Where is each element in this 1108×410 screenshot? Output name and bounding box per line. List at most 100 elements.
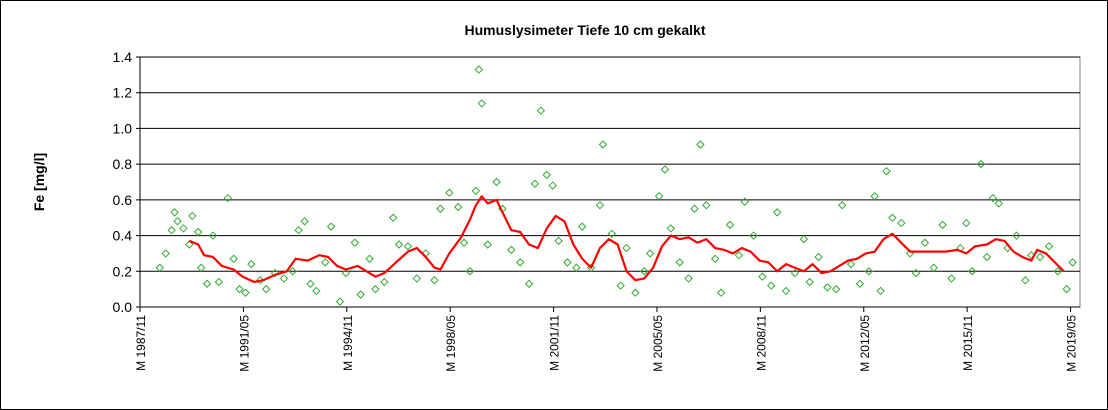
data-point bbox=[235, 284, 244, 294]
data-point bbox=[837, 201, 847, 210]
data-point bbox=[453, 202, 463, 212]
y-tick-label: 1.4 bbox=[113, 49, 133, 65]
data-point bbox=[394, 240, 404, 249]
data-point bbox=[536, 106, 546, 115]
data-point bbox=[631, 288, 640, 297]
data-point bbox=[897, 218, 906, 228]
data-point bbox=[261, 284, 271, 294]
y-tick-label: 0.2 bbox=[113, 263, 133, 279]
data-point bbox=[666, 224, 676, 233]
data-point bbox=[920, 238, 930, 247]
data-point bbox=[436, 204, 445, 213]
x-tick-label: M 1998/05 bbox=[444, 315, 458, 372]
data-point bbox=[306, 279, 315, 288]
data-point bbox=[982, 252, 992, 262]
y-tick-label: 0.8 bbox=[113, 156, 133, 172]
x-tick-label: M 1987/11 bbox=[134, 315, 148, 371]
data-point bbox=[640, 267, 649, 276]
data-point bbox=[202, 279, 212, 288]
data-point bbox=[772, 208, 782, 217]
data-point bbox=[1021, 276, 1030, 285]
data-point bbox=[645, 249, 655, 258]
data-point bbox=[654, 192, 664, 201]
data-point bbox=[1062, 284, 1071, 294]
data-point bbox=[781, 286, 791, 296]
data-point bbox=[710, 254, 720, 263]
data-point bbox=[976, 159, 986, 169]
data-point bbox=[459, 238, 469, 247]
data-point bbox=[356, 290, 365, 299]
data-point bbox=[477, 99, 486, 108]
data-point bbox=[179, 224, 188, 233]
trend-line bbox=[188, 195, 1065, 284]
data-point bbox=[607, 229, 616, 238]
data-point bbox=[548, 181, 557, 190]
data-point bbox=[412, 274, 422, 283]
data-point bbox=[1044, 242, 1054, 251]
data-point bbox=[388, 213, 398, 222]
data-point bbox=[365, 254, 374, 263]
data-point bbox=[702, 201, 711, 210]
data-point bbox=[1035, 252, 1045, 262]
data-point bbox=[530, 179, 540, 188]
data-point bbox=[616, 281, 625, 290]
data-point bbox=[300, 217, 309, 226]
data-point bbox=[279, 274, 289, 283]
x-tick-label: M 1994/11 bbox=[341, 315, 355, 371]
data-point bbox=[572, 263, 581, 272]
data-point bbox=[193, 227, 203, 237]
data-point bbox=[696, 140, 705, 149]
data-point bbox=[749, 231, 758, 240]
y-tick-label: 0.6 bbox=[113, 192, 133, 208]
data-point bbox=[1012, 231, 1021, 240]
data-point bbox=[350, 238, 359, 247]
data-point bbox=[832, 284, 841, 294]
data-point bbox=[465, 267, 475, 276]
data-point bbox=[911, 268, 921, 278]
y-tick-label: 0.0 bbox=[113, 299, 133, 315]
y-tick-label: 1.0 bbox=[113, 120, 133, 136]
data-point bbox=[430, 276, 439, 285]
data-point bbox=[326, 222, 336, 231]
data-point bbox=[660, 165, 670, 174]
data-point bbox=[598, 140, 608, 149]
data-point bbox=[823, 283, 832, 292]
data-point bbox=[962, 218, 971, 228]
data-point bbox=[1053, 267, 1063, 276]
data-point bbox=[524, 279, 534, 288]
data-point bbox=[846, 259, 856, 269]
data-point bbox=[371, 284, 380, 294]
data-point bbox=[814, 252, 823, 262]
data-point bbox=[929, 263, 938, 272]
data-point bbox=[870, 192, 879, 201]
y-tick-label: 1.2 bbox=[113, 85, 133, 101]
data-point bbox=[256, 276, 265, 285]
data-point bbox=[208, 231, 218, 240]
data-point bbox=[471, 186, 481, 196]
data-point bbox=[507, 245, 516, 255]
data-point bbox=[725, 220, 735, 230]
data-point bbox=[740, 197, 749, 206]
data-point bbox=[595, 201, 605, 210]
data-point bbox=[341, 268, 351, 278]
x-tick-label: M 2015/11 bbox=[961, 315, 975, 371]
data-point bbox=[241, 288, 250, 297]
data-point bbox=[188, 211, 197, 221]
data-point bbox=[690, 204, 699, 213]
data-point bbox=[684, 274, 693, 283]
data-point bbox=[196, 263, 206, 272]
data-point bbox=[864, 267, 873, 276]
data-point bbox=[967, 267, 977, 276]
data-point bbox=[445, 188, 454, 197]
data-point bbox=[380, 277, 389, 287]
data-point bbox=[988, 193, 998, 203]
data-point bbox=[335, 297, 345, 306]
data-point bbox=[888, 213, 897, 222]
data-point bbox=[247, 259, 256, 269]
data-point bbox=[492, 177, 501, 187]
data-point bbox=[855, 279, 865, 288]
data-point bbox=[214, 277, 224, 287]
data-point bbox=[882, 167, 891, 176]
data-point bbox=[288, 267, 297, 276]
data-point bbox=[155, 263, 165, 272]
